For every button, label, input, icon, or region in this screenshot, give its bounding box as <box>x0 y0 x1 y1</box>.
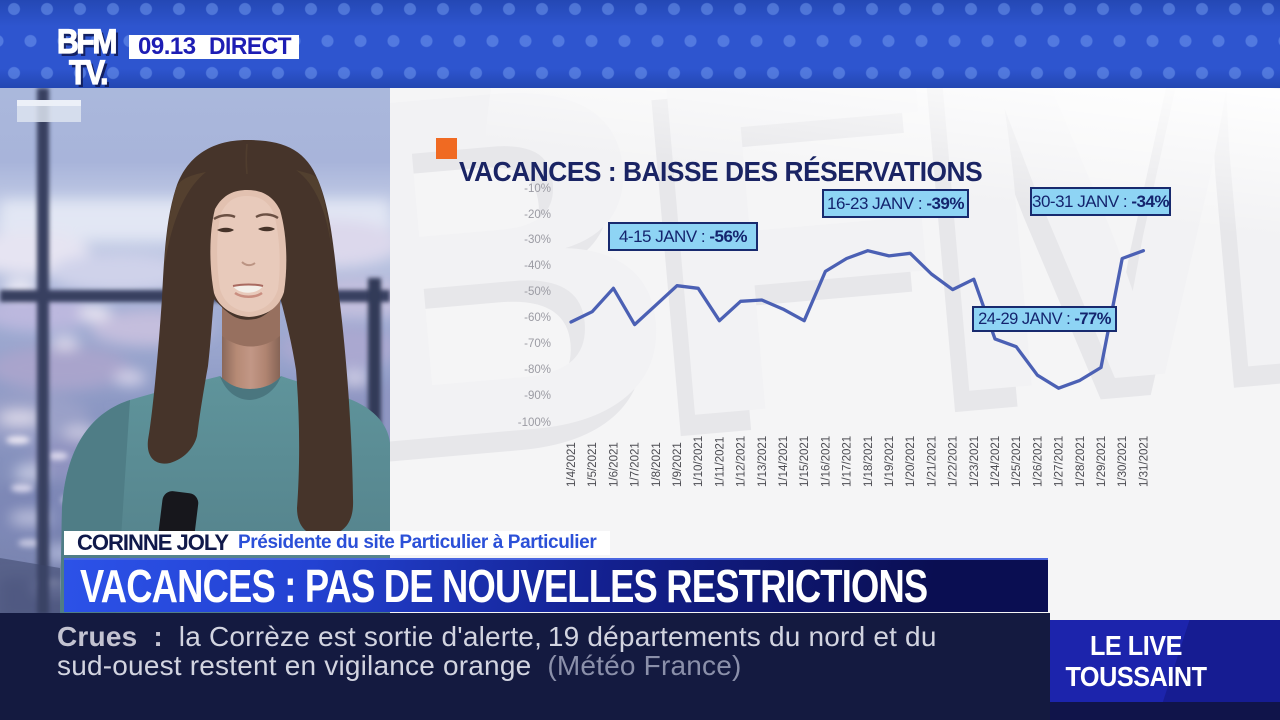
svg-text:-30%: -30% <box>524 234 551 246</box>
svg-text:1/26/2021: 1/26/2021 <box>1032 436 1044 487</box>
svg-text:1/31/2021: 1/31/2021 <box>1138 436 1150 487</box>
svg-text:1/12/2021: 1/12/2021 <box>736 436 748 487</box>
svg-text:1/13/2021: 1/13/2021 <box>757 436 769 487</box>
svg-text:1/7/2021: 1/7/2021 <box>630 442 642 487</box>
svg-text:1/25/2021: 1/25/2021 <box>1011 436 1023 487</box>
svg-text:1/10/2021: 1/10/2021 <box>693 436 705 487</box>
svg-text:1/16/2021: 1/16/2021 <box>820 436 832 487</box>
svg-text:-90%: -90% <box>524 390 551 402</box>
svg-text:1/23/2021: 1/23/2021 <box>969 436 981 487</box>
svg-text:1/21/2021: 1/21/2021 <box>926 436 938 487</box>
svg-text:1/27/2021: 1/27/2021 <box>1054 436 1066 487</box>
svg-text:1/18/2021: 1/18/2021 <box>863 436 875 487</box>
svg-text:1/28/2021: 1/28/2021 <box>1075 436 1087 487</box>
svg-text:1/4/2021: 1/4/2021 <box>566 442 578 487</box>
svg-text:-50%: -50% <box>524 286 551 298</box>
svg-text:-80%: -80% <box>524 364 551 376</box>
svg-text:1/20/2021: 1/20/2021 <box>905 436 917 487</box>
svg-text:1/6/2021: 1/6/2021 <box>608 442 620 487</box>
svg-text:-40%: -40% <box>524 260 551 272</box>
svg-text:1/24/2021: 1/24/2021 <box>990 436 1002 487</box>
svg-text:1/17/2021: 1/17/2021 <box>842 436 854 487</box>
svg-text:1/29/2021: 1/29/2021 <box>1096 436 1108 487</box>
svg-text:-20%: -20% <box>524 209 551 221</box>
svg-text:1/9/2021: 1/9/2021 <box>672 442 684 487</box>
svg-text:1/14/2021: 1/14/2021 <box>778 436 790 487</box>
svg-text:1/8/2021: 1/8/2021 <box>651 442 663 487</box>
svg-text:-70%: -70% <box>524 338 551 350</box>
svg-text:1/11/2021: 1/11/2021 <box>714 437 726 487</box>
svg-text:1/15/2021: 1/15/2021 <box>799 436 811 487</box>
svg-text:-60%: -60% <box>524 312 551 324</box>
svg-text:1/22/2021: 1/22/2021 <box>948 436 960 487</box>
svg-text:-100%: -100% <box>518 417 551 429</box>
svg-text:1/5/2021: 1/5/2021 <box>587 442 599 487</box>
svg-text:1/30/2021: 1/30/2021 <box>1117 436 1129 487</box>
svg-text:-10%: -10% <box>524 183 551 195</box>
svg-text:1/19/2021: 1/19/2021 <box>884 436 896 487</box>
